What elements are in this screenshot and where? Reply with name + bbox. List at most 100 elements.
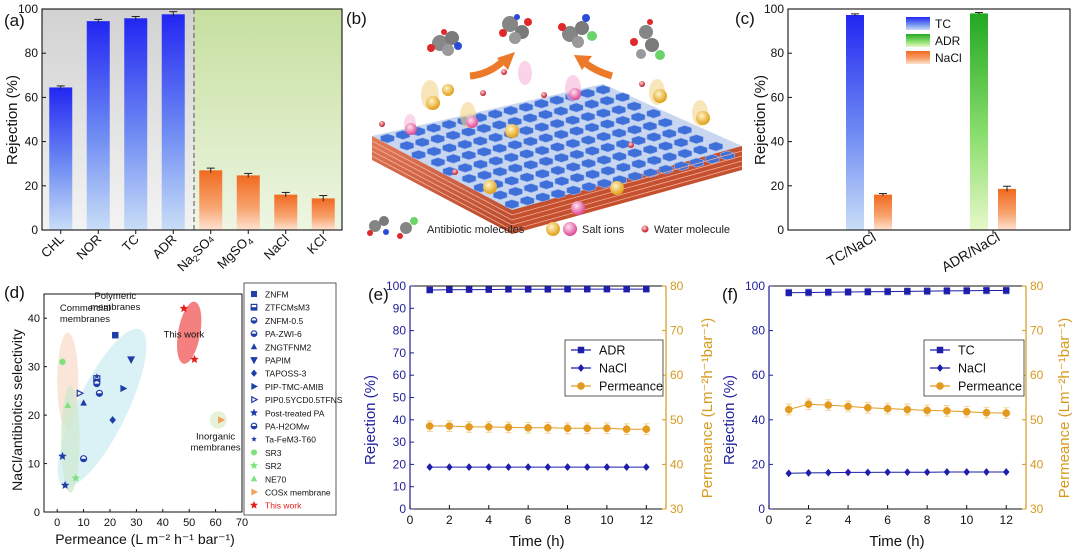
d-legend-marker-3 — [250, 330, 258, 338]
f-point-NaCl — [1002, 467, 1010, 476]
e-point-ADR — [603, 285, 611, 293]
f-point-NaCl — [864, 468, 872, 477]
f-point-Permeance — [824, 401, 833, 409]
membrane-hex-tile — [550, 165, 566, 176]
d-point-ZNFM05 — [95, 389, 104, 397]
membrane-hex-tile — [476, 146, 492, 157]
panel-label-b: (b) — [346, 9, 367, 28]
f-point-TC — [963, 287, 970, 294]
legend-antibiotic-icon — [369, 220, 381, 232]
c-bar-ADR/NaCl-NaCl — [998, 188, 1016, 230]
f-ytick-label-80: 80 — [752, 324, 766, 338]
e-xtick-label-12: 12 — [640, 513, 654, 527]
f-point-TC — [884, 288, 891, 295]
e-point-NaCl — [564, 463, 571, 472]
membrane-hex-tile — [693, 145, 708, 155]
d-region-label-0: Commercial — [60, 303, 111, 314]
f-point-TC — [983, 287, 990, 294]
d-legend-marker-15 — [251, 488, 258, 496]
d-legend-label-16: This work — [265, 501, 302, 511]
f-y2label: Permeance (Lm⁻²h⁻¹bar⁻¹) — [1056, 318, 1073, 498]
membrane-hex-tile — [523, 136, 538, 147]
a-ytick-label-20: 20 — [25, 179, 39, 193]
membrane-hex-tile — [550, 142, 565, 152]
a-tick-label-ADR: ADR — [149, 232, 179, 262]
e-legend-label-ADR: ADR — [599, 344, 625, 358]
f-ylabel: Rejection (%) — [721, 375, 738, 465]
d-legend-marker-4 — [250, 343, 258, 350]
membrane-hex-tile — [569, 126, 584, 136]
a-tick-label-NOR: NOR — [73, 232, 104, 263]
f-ytick-label-40: 40 — [752, 413, 766, 427]
c-legend-label-NaCl: NaCl — [935, 51, 962, 65]
a-tick-label-TC: TC — [119, 232, 142, 255]
membrane-hex-tile — [673, 137, 689, 148]
d-legend-marker-9 — [249, 408, 259, 417]
d-legend-label-7: PIP-TMC-AMIB — [265, 382, 324, 392]
d-legend-label-4: ZNGTFNM2 — [265, 342, 312, 352]
membrane-hex-tile — [658, 164, 674, 175]
f-point-Permeance — [883, 404, 892, 413]
d-legend-marker-11 — [251, 436, 257, 442]
d-legend-label-13: SR2 — [265, 461, 282, 471]
e-xlabel: Time (h) — [509, 533, 564, 550]
c-legend-swatch-ADR — [906, 34, 930, 47]
membrane-hex-tile — [503, 105, 518, 116]
membrane-hex-tile — [615, 115, 631, 126]
membrane-hex-tile — [565, 115, 580, 126]
d-legend-marker-12 — [250, 449, 258, 456]
f-line-Permeance — [788, 403, 1007, 414]
membrane-hex-tile — [626, 101, 642, 112]
membrane-hex-tile — [611, 128, 627, 139]
arrow-head-right — [574, 55, 592, 70]
c-ytick-label-80: 80 — [771, 46, 785, 60]
f-line-NaCl — [788, 471, 1007, 474]
e-point-NaCl — [524, 463, 532, 472]
e-y2tick-label-80: 80 — [670, 279, 684, 293]
d-legend-box — [243, 282, 337, 516]
membrane-hex-tile — [580, 88, 595, 99]
membrane-hex-tile — [415, 137, 430, 148]
e-line-ADR — [429, 288, 647, 291]
c-legend-swatch-TC — [906, 17, 930, 30]
a-bar-MgSO4 — [236, 175, 260, 230]
membrane-hex-tile — [585, 169, 600, 180]
membrane-hex-tile — [662, 128, 677, 139]
membrane-hex-tile — [538, 156, 554, 167]
e-point-ADR — [643, 285, 650, 293]
membrane-hex-tile — [554, 152, 569, 163]
f-xtick-label-12: 12 — [1000, 513, 1014, 527]
e-point-NaCl — [426, 463, 434, 472]
f-point-Permeance — [1002, 409, 1011, 417]
membrane-hex-tile — [522, 113, 538, 123]
d-point-NE70 — [64, 401, 72, 409]
e-point-NaCl — [603, 463, 611, 472]
d-point-PosttreatedPA — [60, 480, 70, 490]
e-ytick-label-20: 20 — [393, 457, 407, 471]
d-region-4 — [61, 386, 80, 493]
membrane-hex-tile — [658, 117, 673, 128]
membrane-hex-tile — [615, 92, 630, 103]
e-point-ADR — [564, 285, 571, 293]
c-tick-label-TC/NaCl: TC/NaCl — [824, 229, 878, 270]
membrane-hex-tile — [553, 106, 569, 117]
f-point-TC — [825, 288, 832, 296]
e-xtick-label-0: 0 — [407, 513, 414, 527]
panel-label-a: (a) — [4, 11, 25, 30]
membrane-hex-tile — [519, 172, 535, 183]
e-ytick-label-80: 80 — [393, 324, 407, 338]
e-y2tick-label-70: 70 — [670, 324, 684, 338]
c-legend-swatch-NaCl — [906, 51, 930, 64]
membrane-hex-tile — [380, 133, 395, 144]
d-ytick-label-10: 10 — [28, 459, 40, 471]
d-region-label-2: This work — [164, 330, 205, 341]
e-point-Permeance — [425, 422, 434, 430]
legend-salt-label: Salt ions — [582, 224, 625, 236]
schematic-legend: Antibiotic molecules Salt ions Water mol… — [367, 216, 730, 239]
d-legend-marker-2-fill — [251, 320, 257, 324]
panel-label-f: (f) — [722, 285, 738, 304]
d-point-PIPTMCAMIB — [120, 384, 128, 393]
e-point-Permeance — [445, 422, 454, 430]
membrane-hex-tile — [599, 95, 615, 106]
membrane-hex-tile — [616, 162, 631, 173]
